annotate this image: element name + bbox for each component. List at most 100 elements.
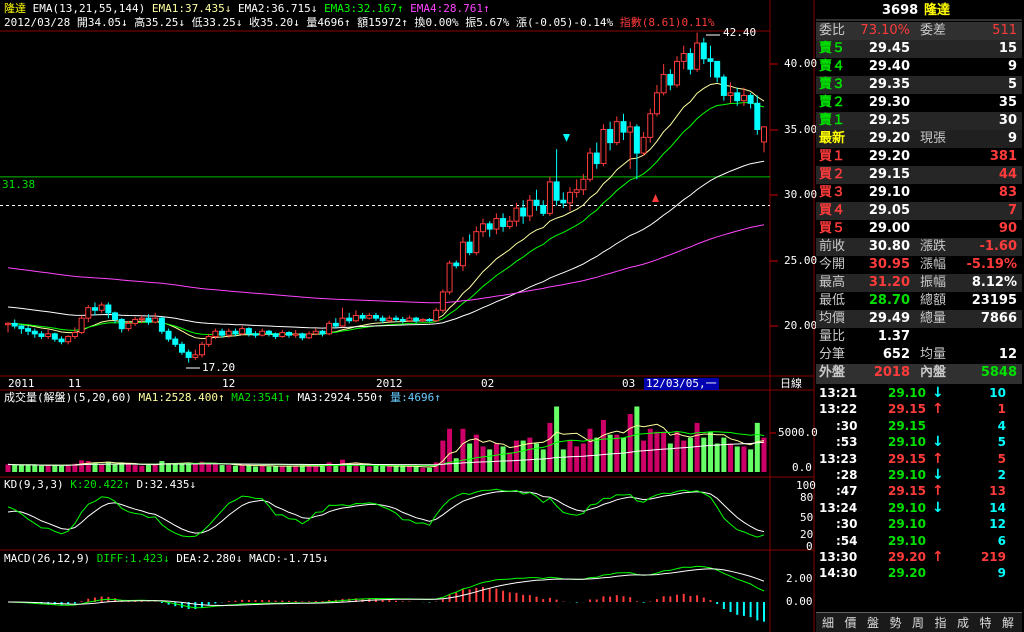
buy-signal-icon [652,194,659,202]
tick-direction-icon: ↓ [932,385,944,401]
volume-ma1: MA1:2528.400↑ [138,391,225,404]
candle-body [58,338,65,343]
tick-row[interactable]: 13:23 29.15 ↑ 5 [816,451,1022,467]
cursor-date-label: 12/03/05,一 [644,377,719,390]
kd-header: KD(9,3,3) K:20.422↑ D:32.435↓ [4,479,196,491]
tick-row[interactable]: :30 29.10 12 [816,516,1022,532]
ask-price: 29.25 [868,113,910,128]
tab-2[interactable]: 盤 [866,616,879,630]
candle-body [627,126,634,133]
candle-body [366,315,373,319]
tick-direction-icon: ↑ [932,450,944,467]
volume-bar [687,437,693,472]
stat-label-right: 漲幅 [920,257,947,272]
period-label[interactable]: 日線 [780,377,802,390]
volume-bar [540,449,546,472]
tab-4[interactable]: 周 [911,616,924,630]
sell-signal-icon [563,134,570,142]
ema4-value: EMA4:28.761↑ [410,2,490,15]
ask-qty: 15 [998,41,1017,56]
tick-row[interactable]: 13:24 29.10 ↓ 14 [816,500,1022,516]
volume-ytick-1: 5000.0 [778,426,818,439]
volume-bar [674,431,680,472]
ema-label: EMA(13,21,55,144) [32,2,146,15]
candle-body [138,317,145,320]
hline-price-label: 31.38 [2,178,36,191]
ema3-value: EMA3:32.167↑ [324,2,404,15]
stat-label-right: 總量 [920,311,947,326]
tab-0[interactable]: 細 [821,616,834,630]
ask-price: 29.30 [868,95,910,110]
ask-qty: 9 [1007,59,1017,74]
tick-row[interactable]: 13:30 29.20 ↑ 219 [816,549,1022,565]
volume-bar [413,466,419,472]
volume-bar [65,465,71,472]
tick-row[interactable]: 13:22 29.15 ↑ 1 [816,401,1022,417]
tick-row[interactable]: 13:21 29.10 ↓ 10 [816,385,1022,401]
bid-price: 29.00 [868,221,910,236]
volume-ratio-row: 量比 1.37 [816,328,1022,346]
candle-body [500,218,507,227]
macd-header: MACD(26,12,9) DIFF:1.423↓ DEA:2.280↓ MAC… [4,553,329,565]
price-ytick-1: 40.00 [784,57,818,70]
candle-body [18,325,25,330]
volume-bar [159,461,165,472]
tick-row[interactable]: :30 29.15 4 [816,418,1022,434]
volume-bar [105,461,111,472]
candle-body [580,178,587,191]
bid-price: 29.20 [868,149,910,164]
bid-row: 買３ 29.10 83 [816,184,1022,202]
tab-7[interactable]: 特 [979,616,992,630]
candle-body [506,220,513,227]
header-line-1: 隆達 EMA(13,21,55,144) EMA1:37.435↓ EMA2:3… [4,3,490,15]
candle-body [714,60,721,78]
tab-1[interactable]: 價 [844,616,857,630]
tab-5[interactable]: 指 [934,616,947,630]
volume-ytick-2: 0.0 [792,461,812,474]
volume-bar [741,446,747,472]
low-value: 低33.25↓ [191,16,243,29]
index-value: (8.61)0.11% [641,16,715,29]
tick-price: 29.10 [888,517,926,532]
candle-body [560,199,567,204]
volume-bar [259,465,265,472]
candle-body [91,307,98,311]
candle-body [720,76,727,96]
volume-bar [701,437,707,472]
volume-bar [473,434,479,472]
candle-body [172,338,179,345]
ema2-value: EMA2:36.715↓ [237,2,318,15]
ema-line-55 [7,160,765,329]
amount-value: 額15972↑ [357,16,408,29]
stock-name: 隆達 [4,2,26,15]
tick-row[interactable]: :28 29.10 ↓ 2 [816,467,1022,483]
price-ytick-3: 30.00 [784,188,818,201]
volume-bar [212,464,218,472]
tick-row[interactable]: :53 29.10 ↓ 5 [816,434,1022,450]
volume-bar [420,467,426,472]
last-price-value: 29.20 [868,131,910,146]
candle-body [754,102,761,131]
tick-row[interactable]: 14:30 29.20 9 [816,565,1022,581]
candle-body [533,199,540,206]
candle-body [747,94,754,104]
tab-6[interactable]: 成 [956,616,969,630]
bar-date: 2012/03/28 [4,16,71,29]
volume-bar [286,466,292,472]
stat-value-left: 30.80 [868,239,910,254]
volume-bar [92,463,98,472]
candle-body [419,318,426,322]
volume-bar [326,462,332,472]
tab-8[interactable]: 解 [1001,616,1014,630]
tab-3[interactable]: 勢 [889,616,902,630]
kd-ytick-80: 80 [800,491,814,504]
tick-row[interactable]: :54 29.10 6 [816,533,1022,549]
turnover-value: 換0.00% [414,16,459,29]
tick-row[interactable]: :47 29.15 ↑ 13 [816,483,1022,499]
volume-bar [507,452,513,472]
current-volume-label: 現張 [920,131,947,146]
candle-body [85,307,92,319]
volume-bar [467,443,473,472]
volume-bar [139,465,145,472]
